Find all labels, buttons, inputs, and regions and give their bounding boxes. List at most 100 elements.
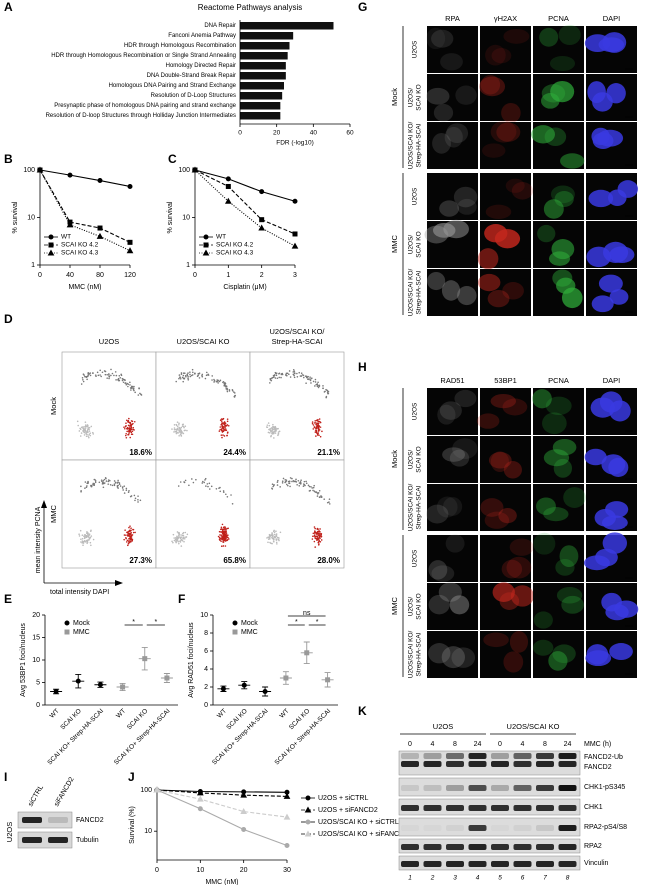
event-dot <box>126 534 129 536</box>
event-dot <box>99 374 101 376</box>
event-dot <box>133 429 135 431</box>
event-dot <box>176 535 178 538</box>
event-dot <box>173 424 176 426</box>
event-dot <box>177 485 180 487</box>
row-label: U2OS <box>412 187 419 205</box>
nucleus <box>431 565 455 582</box>
nucleus <box>602 32 627 53</box>
blot-band <box>558 861 577 867</box>
event-dot <box>121 377 124 380</box>
micrograph <box>427 484 478 531</box>
y-tick-label: 15 <box>32 634 40 641</box>
event-dot <box>129 384 131 386</box>
event-dot <box>231 502 234 505</box>
legend-label: U2OS/SCAI KO + siCTRL <box>318 819 399 826</box>
marker <box>241 826 247 832</box>
event-dot <box>133 420 136 423</box>
nucleus <box>533 611 553 629</box>
marker <box>142 656 148 662</box>
blot-strip <box>17 831 73 849</box>
event-dot <box>319 496 321 498</box>
legend-marker <box>202 249 210 256</box>
event-dot <box>314 420 317 422</box>
marker <box>304 650 310 656</box>
event-dot <box>289 485 291 488</box>
event-dot <box>122 489 124 491</box>
event-dot <box>132 388 135 391</box>
event-dot <box>275 541 278 544</box>
event-dot <box>124 427 126 430</box>
event-dot <box>122 381 125 384</box>
event-dot <box>82 430 84 432</box>
row-label: U2OS/SCAI KO/ <box>408 483 415 531</box>
nucleus <box>509 538 534 556</box>
micrograph <box>480 74 531 121</box>
event-dot <box>192 371 194 374</box>
event-dot <box>178 534 180 537</box>
event-dot <box>319 426 322 428</box>
plot-frame <box>61 351 157 461</box>
event-dot <box>222 534 225 537</box>
event-dot <box>316 537 318 539</box>
event-dot <box>224 528 227 531</box>
blot-band <box>48 817 68 823</box>
event-dot <box>132 426 135 429</box>
event-dot <box>179 377 182 380</box>
event-dot <box>277 538 280 541</box>
event-dot <box>207 485 209 488</box>
panel-label: E <box>4 592 12 606</box>
event-dot <box>320 496 323 498</box>
event-dot <box>139 499 142 502</box>
row-label: U2OS/ <box>408 235 415 255</box>
event-dot <box>293 372 296 375</box>
event-dot <box>198 377 201 379</box>
event-dot <box>201 373 204 376</box>
event-dot <box>101 483 104 485</box>
event-dot <box>182 377 185 380</box>
event-dot <box>267 536 269 538</box>
legend-label: U2OS/SCAI KO + siFANCD2 <box>318 831 408 838</box>
significance-label: * <box>154 619 157 626</box>
event-dot <box>297 479 300 482</box>
nucleus <box>452 438 478 459</box>
event-dot <box>234 394 236 397</box>
event-dot <box>206 483 209 485</box>
event-dot <box>320 536 322 538</box>
event-dot <box>325 396 328 399</box>
nucleus <box>599 391 623 413</box>
nucleus <box>445 534 465 553</box>
event-dot <box>118 379 121 382</box>
micrograph <box>427 122 478 169</box>
event-dot <box>222 417 225 420</box>
legend-label: WT <box>61 234 71 241</box>
nucleus <box>439 401 462 420</box>
nucleus <box>550 185 575 204</box>
event-dot <box>314 531 316 533</box>
y-tick-label: 5 <box>36 679 40 686</box>
micrograph <box>480 631 531 678</box>
bar <box>240 102 281 110</box>
event-dot <box>80 426 83 429</box>
protein-label: RPA2-pS4/S8 <box>584 824 627 831</box>
event-dot <box>314 385 316 387</box>
time-label: 8 <box>453 741 457 748</box>
event-dot <box>323 498 326 500</box>
event-dot <box>177 428 179 430</box>
event-dot <box>222 491 225 493</box>
nucleus <box>609 289 629 305</box>
event-dot <box>108 374 110 376</box>
nucleus <box>499 592 520 610</box>
event-dot <box>137 495 139 497</box>
event-dot <box>91 431 94 434</box>
x-tick-label: 3 <box>293 272 297 279</box>
event-dot <box>278 376 281 379</box>
event-dot <box>84 487 86 489</box>
nucleus <box>479 76 506 97</box>
event-dot <box>226 534 228 537</box>
marker <box>120 684 126 690</box>
event-dot <box>292 371 295 373</box>
nucleus <box>554 190 574 207</box>
legend-marker <box>47 249 55 256</box>
category-label: HDR through Homologous Recombination <box>124 43 236 49</box>
nucleus <box>617 180 639 198</box>
